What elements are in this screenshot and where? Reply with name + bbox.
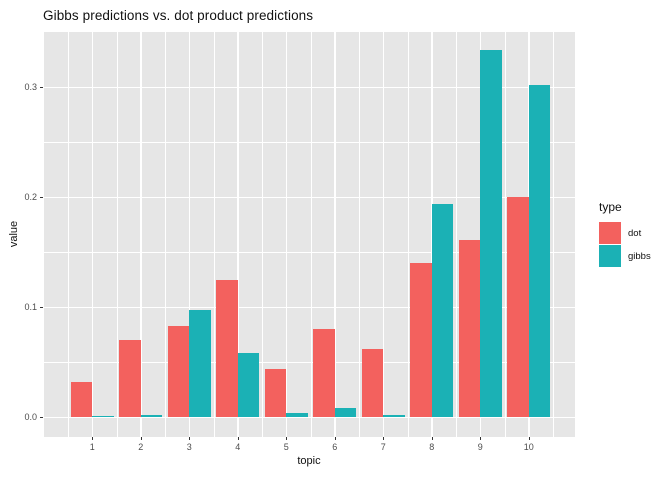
y-tick-mark — [40, 197, 43, 198]
bar-dot-topic-4 — [216, 279, 238, 417]
x-tick-label: 7 — [380, 442, 386, 452]
bar-gibbs-topic-10 — [528, 84, 551, 417]
bar-dot-topic-1 — [70, 381, 93, 417]
gridline-x-major — [237, 32, 239, 437]
bar-dot-topic-7 — [361, 348, 384, 417]
x-tick-mark — [92, 437, 94, 440]
x-tick-mark — [383, 437, 385, 440]
gridline-x-minor — [359, 32, 361, 437]
bar-gibbs-topic-1 — [92, 415, 114, 417]
x-tick-label: 2 — [138, 442, 144, 452]
x-tick-label: 6 — [332, 442, 338, 452]
y-tick-label: 0.1 — [24, 302, 37, 312]
y-tick-mark — [40, 307, 43, 308]
x-tick-label: 4 — [235, 442, 241, 452]
bar-dot-topic-2 — [119, 340, 141, 417]
legend-key-dot-swatch — [599, 222, 621, 244]
x-tick-mark — [480, 437, 482, 440]
gridline-x-major — [91, 32, 94, 437]
bar-dot-topic-3 — [167, 325, 190, 417]
legend-item-gibbs: gibbs — [599, 245, 651, 267]
gridline-x-major — [382, 32, 385, 437]
legend: type dot gibbs — [599, 200, 651, 268]
gridline-x-minor — [262, 32, 264, 437]
x-tick-label: 3 — [186, 442, 192, 452]
gridline-x-minor — [116, 32, 118, 437]
gridline-x-minor — [553, 32, 555, 437]
x-tick-label: 5 — [283, 442, 289, 452]
bar-dot-topic-5 — [264, 368, 287, 417]
x-tick-mark — [286, 437, 288, 440]
gridline-x-minor — [504, 32, 506, 437]
legend-item-dot: dot — [599, 222, 651, 244]
x-tick-label: 10 — [523, 442, 534, 452]
y-tick-mark — [40, 417, 43, 418]
gridline-x-major — [334, 32, 336, 437]
gridline-x-minor — [68, 32, 70, 437]
gridline-x-minor — [310, 32, 312, 437]
legend-title: type — [599, 200, 622, 214]
plot-title: Gibbs predictions vs. dot product predic… — [43, 8, 314, 23]
bar-dot-topic-8 — [410, 263, 432, 417]
gridline-x-minor — [407, 32, 409, 437]
bar-gibbs-topic-6 — [334, 408, 357, 417]
bar-gibbs-topic-4 — [237, 353, 260, 417]
gridline-y-major — [44, 306, 575, 309]
gridline-y-major — [44, 416, 575, 419]
bar-gibbs-topic-9 — [480, 49, 502, 417]
bar-dot-topic-10 — [507, 197, 529, 417]
gridline-y-major — [44, 86, 575, 89]
gridline-y-minor — [44, 362, 575, 363]
gridline-x-major — [285, 32, 288, 437]
gridline-x-major — [188, 32, 191, 437]
x-tick-mark — [528, 437, 530, 440]
x-tick-mark — [237, 437, 239, 440]
x-tick-mark — [334, 437, 336, 440]
y-axis-title: value — [8, 220, 20, 248]
x-axis-title: topic — [297, 455, 321, 467]
legend-label-gibbs: gibbs — [628, 250, 651, 262]
bar-gibbs-topic-7 — [383, 414, 405, 417]
bar-gibbs-topic-2 — [140, 414, 163, 417]
gridline-x-minor — [213, 32, 215, 437]
x-tick-mark — [189, 437, 191, 440]
x-tick-mark — [140, 437, 142, 440]
gridline-y-major — [44, 196, 575, 199]
x-tick-mark — [431, 437, 433, 440]
bar-gibbs-topic-3 — [189, 310, 211, 417]
gridline-y-minor — [44, 252, 575, 253]
y-tick-label: 0.3 — [24, 82, 37, 92]
bar-dot-topic-9 — [458, 239, 481, 417]
y-tick-label: 0.0 — [24, 412, 37, 422]
y-tick-mark — [40, 87, 43, 88]
legend-label-dot: dot — [628, 227, 642, 239]
bar-dot-topic-6 — [313, 329, 335, 417]
gridline-y-minor — [44, 142, 575, 143]
x-tick-label: 9 — [477, 442, 483, 452]
x-tick-label: 1 — [89, 442, 95, 452]
gridline-x-major — [140, 32, 142, 437]
gridline-x-minor — [165, 32, 167, 437]
gridline-x-minor — [456, 32, 458, 437]
plot-panel — [44, 32, 575, 437]
legend-key-gibbs-swatch — [599, 245, 621, 267]
x-tick-label: 8 — [429, 442, 435, 452]
bar-gibbs-topic-5 — [286, 412, 308, 417]
y-tick-label: 0.2 — [24, 192, 37, 202]
bar-gibbs-topic-8 — [431, 203, 454, 417]
